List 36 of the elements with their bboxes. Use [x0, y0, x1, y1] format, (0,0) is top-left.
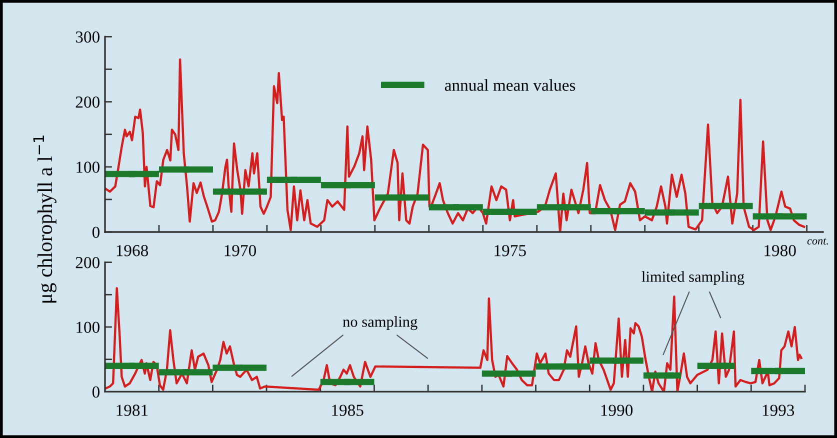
y-tick-label: 0 — [92, 386, 100, 398]
x-tick-label: 1975 — [494, 245, 526, 256]
text: cont. — [807, 238, 828, 245]
point — [128, 170, 136, 178]
point — [182, 166, 190, 173]
x-tick-label: 1968 — [116, 244, 148, 256]
point — [722, 202, 729, 210]
x-tick-label: 1970 — [224, 244, 256, 256]
point — [560, 204, 567, 210]
annotation: limited sampling — [642, 271, 744, 286]
y-tick-label: 100 — [76, 162, 100, 173]
x-tick-label: 1985 — [332, 404, 364, 416]
point — [344, 378, 350, 386]
point — [452, 204, 460, 210]
point — [290, 176, 298, 184]
legend-label: annual mean values — [444, 79, 576, 91]
annotation: no sampling — [342, 316, 418, 330]
y-tick-label: 0 — [92, 226, 100, 238]
y-tick-label: 200 — [76, 257, 100, 268]
y-tick-label: 200 — [76, 96, 100, 108]
y-axis-title: μg chlorophyll a l$^{−1}$ — [33, 136, 56, 303]
x-tick-label: 1993 — [762, 404, 794, 416]
x-tick-label: 1980 — [764, 244, 796, 256]
x-tick-label: 1981 — [116, 404, 148, 416]
point — [667, 372, 674, 379]
y-tick-label: 300 — [76, 31, 100, 43]
point — [560, 363, 566, 370]
line-series — [105, 287, 802, 392]
point — [182, 369, 189, 376]
x-tick-label: 1990 — [601, 404, 633, 416]
point — [398, 194, 406, 201]
point — [236, 364, 243, 371]
point — [774, 368, 782, 374]
line-series — [105, 58, 806, 232]
point — [668, 209, 675, 216]
y-tick-label: 100 — [76, 322, 100, 333]
